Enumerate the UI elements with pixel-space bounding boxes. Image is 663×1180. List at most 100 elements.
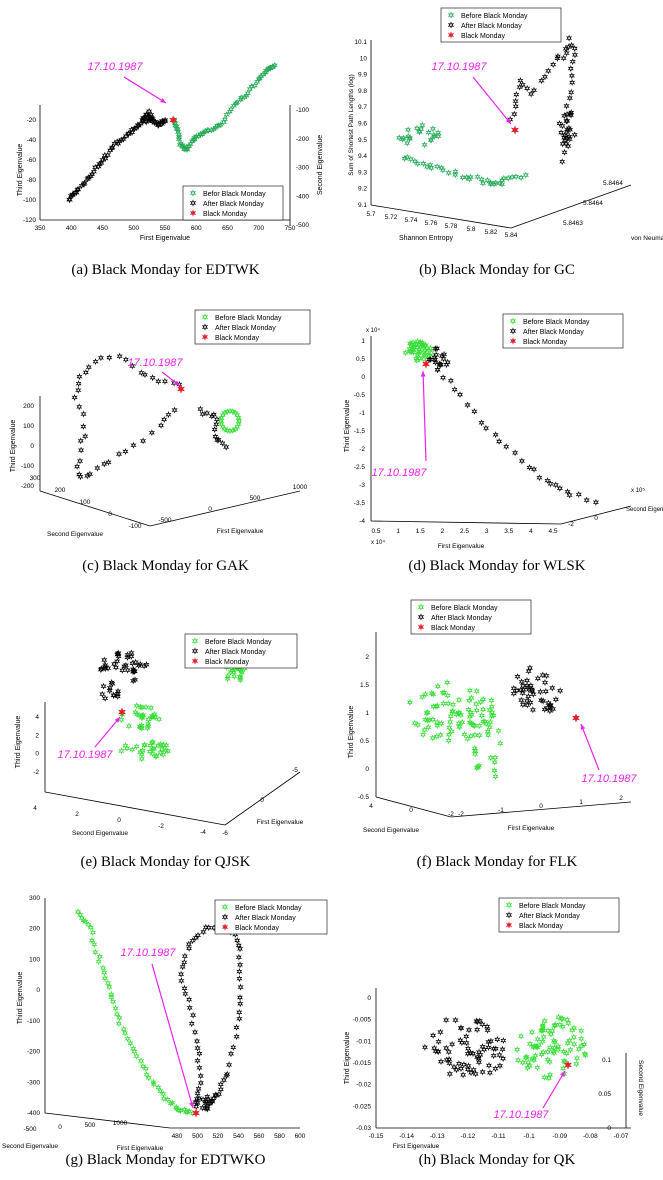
annotation-arrow <box>422 370 427 462</box>
data-point-after <box>208 412 215 420</box>
data-point-after <box>211 425 218 434</box>
data-point-after <box>562 45 569 53</box>
data-point-after <box>538 77 545 85</box>
data-point-before <box>235 414 242 422</box>
data-point-after <box>492 1065 499 1073</box>
data-point-after <box>98 665 105 673</box>
data-point-before <box>434 163 441 170</box>
x-tick-label: 1 <box>579 799 583 806</box>
data-point-after <box>148 114 155 122</box>
data-point-before <box>434 722 441 730</box>
data-point-before <box>559 1015 566 1023</box>
data-point-before <box>421 141 428 149</box>
data-point-before <box>429 125 436 133</box>
data-point-after <box>434 1048 442 1056</box>
y-tick-label: -2.5 <box>354 464 366 471</box>
data-point-after <box>490 1052 497 1060</box>
data-point-after <box>92 358 99 366</box>
data-point-after <box>464 1050 471 1058</box>
data-point-before <box>148 712 156 720</box>
z-axis-label: Second Eigenvalue <box>626 507 663 513</box>
data-point-before <box>571 1040 578 1048</box>
data-point-before <box>541 1017 548 1025</box>
annotation-date: 17.10.1987 <box>87 61 143 73</box>
data-point-before <box>456 723 463 731</box>
data-point-before <box>100 964 107 972</box>
data-point-after <box>479 1043 486 1051</box>
data-point-before <box>449 701 457 709</box>
data-point-before <box>218 414 225 422</box>
y-axis-label: Third Eigenvalue <box>17 144 24 197</box>
y-tick-label: 9.6 <box>358 121 367 128</box>
data-point-after <box>451 385 458 394</box>
x-axis <box>370 204 512 229</box>
data-point-after <box>138 369 145 377</box>
y-tick-label: 2 <box>365 654 369 661</box>
data-point-after <box>464 1065 471 1074</box>
x-tick-label: 2 <box>619 795 623 802</box>
x-tick-label: 3 <box>485 528 489 535</box>
data-point-after <box>512 102 519 110</box>
x-tick-label: -0.13 <box>430 1133 445 1140</box>
data-point-before <box>414 160 421 168</box>
data-point-before <box>106 983 113 991</box>
x-tick-label: -1 <box>498 807 504 814</box>
data-point-after <box>108 144 115 152</box>
data-point-before <box>480 695 487 703</box>
chart-d: -4 -3.5 -3 -2.5 -2 -1.5 -1 -0.5 0 0.5 1 0.5 1 1.5 2 2.5… <box>344 313 663 550</box>
data-point-before <box>151 745 158 753</box>
data-point-before <box>429 734 436 742</box>
x-tick-label: 600 <box>295 1133 306 1140</box>
data-point-before <box>470 721 477 729</box>
data-point-before <box>124 1035 131 1043</box>
data-point-before <box>569 1026 576 1034</box>
data-point-before <box>466 687 474 695</box>
data-point-after <box>437 360 445 369</box>
data-point-before <box>578 1027 585 1035</box>
data-point-after <box>557 687 564 695</box>
data-point-before <box>411 340 418 348</box>
data-point-before <box>518 1032 525 1040</box>
data-point-before <box>485 731 492 739</box>
data-point-before <box>414 721 421 729</box>
y-axis-label: Sum of Shortest Path Lengths (log) <box>348 74 355 176</box>
legend-marker <box>191 637 199 645</box>
data-point-before <box>248 82 255 91</box>
annotation-date: 17.10.1987 <box>120 947 176 959</box>
data-point-after <box>500 1055 507 1063</box>
data-point-after <box>219 439 226 447</box>
data-point-after <box>528 686 535 694</box>
data-point-before <box>406 698 413 706</box>
data-point-before <box>550 1047 557 1055</box>
annotation-date: 17.10.1987 <box>581 773 637 785</box>
y-tick-label: -0.005 <box>353 1017 372 1024</box>
x-tick-label: 400 <box>66 225 77 232</box>
x-axis-label: First Eigenvalue <box>117 1145 164 1152</box>
data-point-after <box>458 1039 465 1047</box>
legend-marker <box>509 317 517 325</box>
data-point-after <box>99 690 106 698</box>
data-point-after <box>569 78 576 87</box>
data-point-after <box>104 151 111 159</box>
data-point-after <box>566 133 573 141</box>
y-tick-label: -80 <box>27 177 37 184</box>
data-point-after <box>85 363 92 371</box>
data-point-before <box>559 1023 566 1031</box>
data-point-after <box>503 443 510 451</box>
data-point-before <box>404 139 411 147</box>
data-point-before <box>155 1083 162 1092</box>
data-point-before <box>474 763 482 771</box>
data-point-before <box>524 1064 531 1072</box>
data-point-after <box>563 102 570 110</box>
data-point-after <box>135 122 142 130</box>
data-point-after <box>559 140 566 148</box>
legend-marker <box>447 21 455 29</box>
z-tick-label: -400 <box>296 193 309 200</box>
data-point-after <box>512 97 519 105</box>
data-point-after <box>213 420 220 428</box>
data-point-before <box>515 1056 522 1064</box>
data-point-before <box>420 731 427 739</box>
data-point-after <box>571 131 578 139</box>
data-point-after <box>119 666 126 674</box>
data-point-before <box>539 1038 546 1046</box>
